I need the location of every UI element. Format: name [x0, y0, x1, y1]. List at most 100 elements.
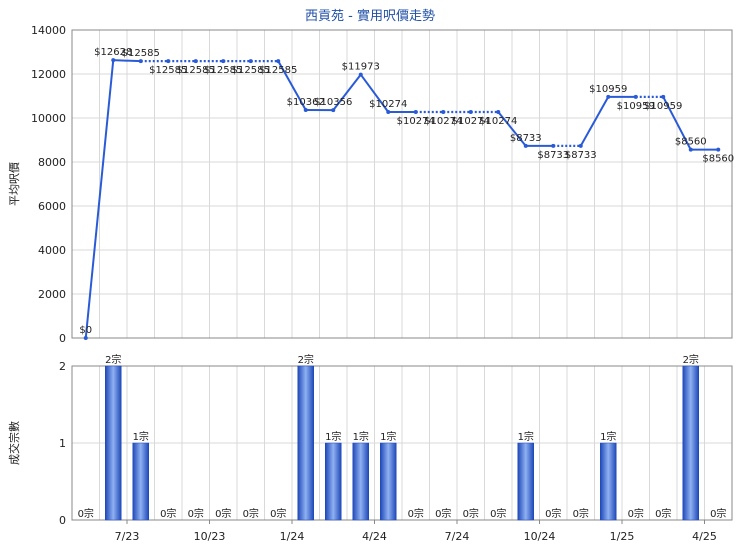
bottom-plot-frame [71, 365, 733, 521]
line-data-label: $12585 [149, 65, 187, 76]
bar-data-label: 0宗 [655, 507, 671, 520]
bar-data-label: 0宗 [490, 507, 506, 520]
bar [380, 442, 397, 521]
line-segment [497, 111, 527, 147]
line-point [688, 147, 693, 152]
line-point [276, 59, 281, 64]
line-point [496, 109, 501, 114]
bars: 0宗 2宗 1宗 0宗 0宗 0宗 0宗 0宗 2宗 1宗 1宗 1宗 0宗 0宗 0宗 0宗 1宗 0宗 0宗 1宗… [78, 353, 726, 521]
line-point [138, 59, 143, 64]
line-point [331, 108, 336, 113]
line-segment [113, 59, 141, 63]
bottom-grid [71, 365, 732, 521]
bar-data-label: 0宗 [573, 507, 589, 520]
line-point [193, 59, 198, 64]
line-point [166, 59, 171, 64]
bar-data-label: 2宗 [683, 353, 699, 366]
line-segment [359, 74, 390, 113]
top-y-ticks: 0 2000 4000 6000 8000 10000 12000 14000 [31, 24, 66, 345]
line-point [221, 59, 226, 64]
line-data-label: $12628 [94, 47, 132, 58]
line-segment [84, 60, 115, 339]
line-point [551, 143, 556, 148]
top-grid [71, 29, 732, 339]
top-y-tick-label: 8000 [38, 156, 66, 169]
top-y-tick-label: 4000 [38, 244, 66, 257]
bar [132, 442, 149, 521]
line-data-label: $10274 [452, 116, 490, 127]
bar [352, 442, 369, 521]
line-point [523, 143, 528, 148]
bar-data-label: 0宗 [408, 507, 424, 520]
top-y-axis-label: 平均呎價 [7, 162, 21, 206]
line-point [716, 147, 721, 152]
line-data-label: $12585 [232, 65, 270, 76]
bottom-y-tick-label: 0 [59, 514, 66, 527]
bar-data-label: 2宗 [298, 353, 314, 366]
x-tick-label: 10/23 [194, 530, 226, 543]
top-y-tick-label: 0 [59, 332, 66, 345]
line-point [303, 108, 308, 113]
line-data-label: $10274 [369, 99, 407, 110]
line-data-label: $12585 [122, 48, 160, 59]
line-data-label: $12585 [204, 65, 242, 76]
line-data-label: $11973 [342, 62, 380, 73]
line-data-label: $0 [79, 325, 92, 336]
top-plot-frame [71, 29, 733, 339]
line-segment [579, 96, 610, 147]
bar-data-label: 0宗 [160, 507, 176, 520]
line-point [413, 109, 418, 114]
bottom-y-axis-label: 成交宗數 [7, 421, 21, 465]
x-tick-label: 4/24 [362, 530, 387, 543]
bar-data-label: 1宗 [325, 430, 341, 443]
bottom-y-tick-label: 1 [59, 437, 66, 450]
line-data-label: $10274 [479, 116, 517, 127]
line-point [248, 59, 253, 64]
top-y-tick-label: 14000 [31, 24, 66, 37]
line-point [386, 109, 391, 114]
bar [517, 442, 534, 521]
line-data-label: $12585 [259, 65, 297, 76]
line-data-label: $8560 [675, 137, 707, 148]
line-data-label: $10356 [314, 97, 352, 108]
bar-data-label: 0宗 [710, 507, 726, 520]
line-point [111, 58, 116, 63]
line-point [358, 72, 363, 77]
line-segment [662, 96, 692, 151]
top-y-tick-label: 2000 [38, 288, 66, 301]
line-data-label: $10959 [617, 101, 655, 112]
x-tick-label: 7/24 [445, 530, 470, 543]
line-data-label: $8733 [510, 133, 542, 144]
line-data-label: $10959 [644, 101, 682, 112]
line-point [468, 109, 473, 114]
bar-data-label: 1宗 [600, 430, 616, 443]
x-tick-label: 10/24 [524, 530, 556, 543]
line-segment [277, 60, 307, 111]
bottom-y-ticks: 0 1 2 [59, 360, 66, 527]
bar-data-label: 1宗 [380, 430, 396, 443]
bar [297, 365, 314, 521]
bar-data-label: 0宗 [628, 507, 644, 520]
x-ticks: 7/23 10/23 1/24 4/24 7/24 10/24 1/25 4/25 [115, 520, 717, 543]
bar [600, 442, 617, 521]
bar-data-label: 1宗 [518, 430, 534, 443]
line-point [83, 336, 88, 340]
bar [325, 442, 342, 521]
bar-data-label: 0宗 [215, 507, 231, 520]
line-point [633, 94, 638, 99]
bar-data-label: 0宗 [188, 507, 204, 520]
line-data-label: $10959 [589, 84, 627, 95]
line-point [606, 94, 611, 99]
bar-data-label: 1宗 [133, 430, 149, 443]
line-data-label: $10274 [424, 116, 462, 127]
x-tick-label: 4/25 [692, 530, 717, 543]
x-tick-label: 1/25 [610, 530, 635, 543]
bar-data-label: 1宗 [353, 430, 369, 443]
line-data-label: $10274 [397, 116, 435, 127]
bar-data-label: 0宗 [78, 507, 94, 520]
line-point [441, 109, 446, 114]
bar-data-label: 2宗 [105, 353, 121, 366]
line-data-label: $8733 [565, 150, 597, 161]
top-y-tick-label: 12000 [31, 68, 66, 81]
